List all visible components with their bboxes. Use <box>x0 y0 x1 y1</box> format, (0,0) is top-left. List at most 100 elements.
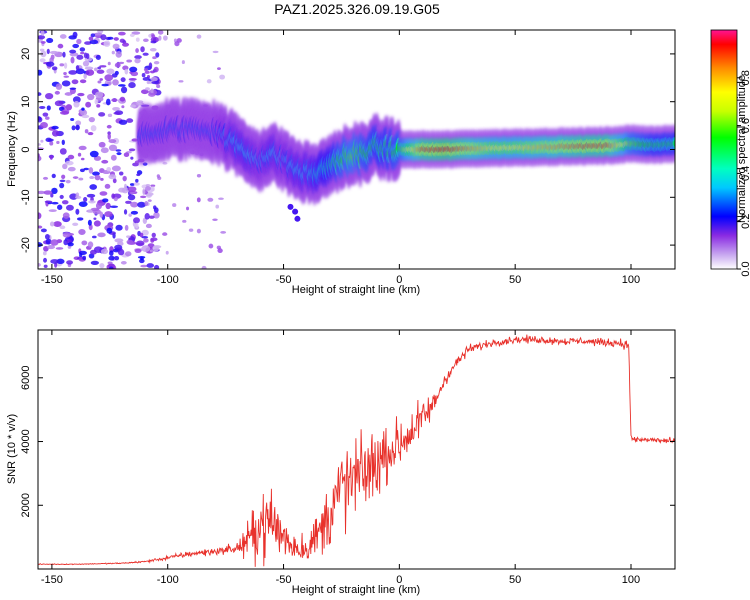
noise-blob <box>39 105 46 109</box>
noise-blob <box>72 96 81 104</box>
noise-blob <box>130 210 139 215</box>
noise-blob <box>80 109 88 116</box>
noise-blob <box>51 201 59 205</box>
noise-blob <box>78 177 84 181</box>
noise-blob <box>125 200 132 204</box>
noise-blob <box>98 112 106 117</box>
noise-blob <box>121 105 125 109</box>
noise-blob <box>95 202 103 210</box>
noise-blob <box>98 141 106 148</box>
y-tick-label: 4000 <box>20 429 32 453</box>
colorbar-tick-label: 0.6 <box>740 118 750 133</box>
noise-blob <box>83 196 88 202</box>
noise-blob <box>146 80 150 85</box>
noise-blob <box>50 259 59 264</box>
noise-blob <box>220 231 227 234</box>
y-tick-label: 2000 <box>20 493 32 517</box>
noise-blob <box>140 46 145 53</box>
noise-blob <box>107 36 114 40</box>
spectrogram-noise-layer <box>38 30 227 269</box>
noise-blob <box>219 74 226 80</box>
noise-blob <box>145 186 152 191</box>
noise-blob <box>76 38 82 45</box>
noise-blob <box>217 248 223 254</box>
noise-blob <box>51 66 58 71</box>
noise-blob <box>51 125 59 130</box>
noise-blob <box>75 120 82 126</box>
noise-blob <box>113 37 119 41</box>
colorbar-tick-label: 0.0 <box>740 261 750 276</box>
noise-blob <box>81 240 88 246</box>
noise-blob <box>38 35 46 40</box>
noise-blob <box>72 176 79 179</box>
snr-y-ticks: 2000 4000 6000 <box>20 366 675 518</box>
noise-blob <box>135 178 139 183</box>
noise-blob <box>80 157 85 161</box>
ridge-cell <box>294 215 301 222</box>
noise-blob <box>150 238 155 243</box>
noise-blob <box>93 246 103 253</box>
noise-blob <box>75 208 80 215</box>
noise-blob <box>88 36 94 41</box>
noise-blob <box>112 43 120 50</box>
noise-blob <box>100 34 107 41</box>
noise-blob <box>62 212 70 219</box>
noise-blob <box>48 209 57 212</box>
noise-blob <box>43 257 47 263</box>
noise-blob <box>120 261 127 265</box>
noise-blob <box>94 174 101 181</box>
noise-blob <box>101 159 109 164</box>
noise-blob <box>85 101 92 108</box>
noise-blob <box>40 50 47 58</box>
noise-blob <box>87 219 92 226</box>
noise-blob <box>90 260 99 266</box>
noise-blob <box>71 125 76 131</box>
noise-blob <box>207 197 214 202</box>
spectrogram-ridge-layer <box>137 96 675 222</box>
spectrogram-x-label: Height of straight line (km) <box>292 284 420 296</box>
noise-blob <box>49 50 59 55</box>
noise-blob <box>57 204 63 210</box>
noise-blob <box>101 83 109 87</box>
noise-blob <box>215 204 220 209</box>
noise-blob <box>150 40 157 44</box>
noise-blob <box>70 117 75 122</box>
noise-blob <box>38 190 46 195</box>
noise-blob <box>136 101 144 106</box>
noise-blob <box>83 167 90 171</box>
noise-blob <box>196 34 202 39</box>
noise-blob <box>135 222 139 229</box>
noise-blob <box>145 223 152 229</box>
noise-blob <box>144 70 150 74</box>
noise-blob <box>144 212 150 220</box>
noise-blob <box>79 168 85 173</box>
noise-blob <box>75 124 80 131</box>
noise-blob <box>106 167 112 172</box>
snr-panel: -150 -100 -50 0 50 100 2000 4000 6000 Height of… <box>6 329 676 596</box>
noise-blob <box>162 232 168 236</box>
noise-blob <box>44 233 50 240</box>
noise-blob <box>130 104 136 108</box>
colorbar-tick-label: 0.8 <box>740 70 750 85</box>
noise-blob <box>61 174 66 180</box>
noise-blob <box>99 65 107 68</box>
noise-blob <box>152 56 157 60</box>
noise-blob <box>106 227 113 234</box>
noise-blob <box>78 145 87 151</box>
noise-blob <box>97 232 106 238</box>
noise-blob <box>107 133 111 140</box>
noise-blob <box>108 266 114 269</box>
noise-blob <box>140 264 148 268</box>
noise-blob <box>107 113 113 118</box>
noise-blob <box>123 183 127 191</box>
noise-blob <box>150 77 158 82</box>
noise-blob <box>63 75 70 78</box>
noise-blob <box>51 173 56 179</box>
noise-blob <box>64 160 74 166</box>
noise-blob <box>103 40 111 47</box>
noise-blob <box>82 60 90 67</box>
noise-blob <box>88 167 94 174</box>
noise-blob <box>89 39 99 45</box>
noise-blob <box>141 73 146 78</box>
noise-blob <box>92 171 100 176</box>
